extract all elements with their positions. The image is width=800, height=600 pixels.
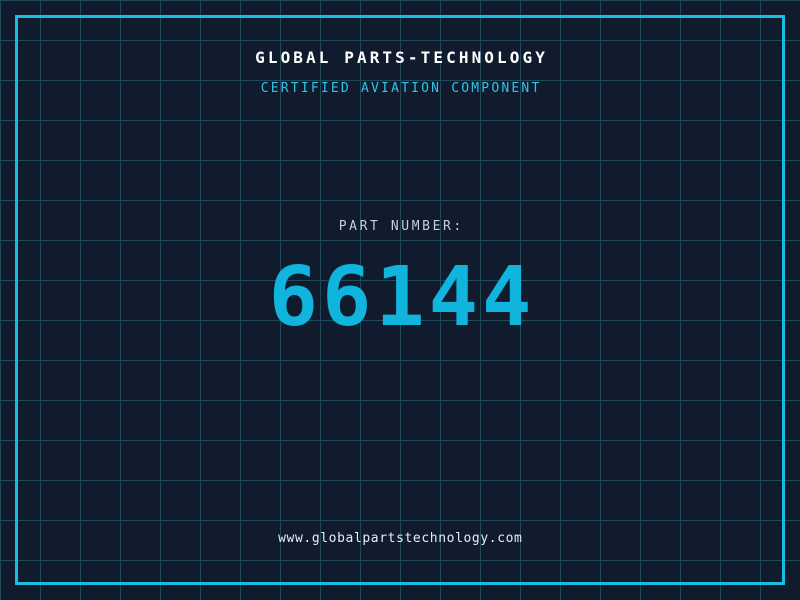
company-title: GLOBAL PARTS-TECHNOLOGY	[255, 48, 548, 67]
website-url: www.globalpartstechnology.com	[278, 531, 523, 546]
part-number-label: PART NUMBER:	[338, 219, 464, 234]
certification-subtitle: CERTIFIED AVIATION COMPONENT	[260, 81, 542, 96]
part-number-value: 66144	[268, 250, 536, 345]
